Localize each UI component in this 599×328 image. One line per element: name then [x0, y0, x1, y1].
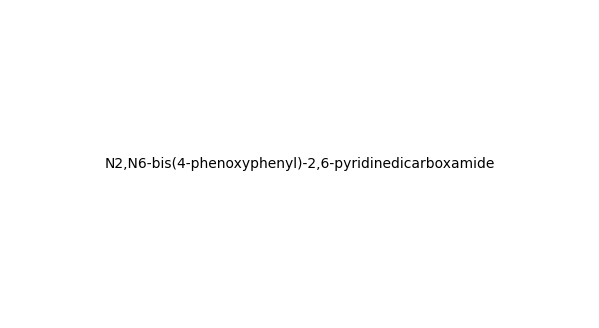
Text: N2,N6-bis(4-phenoxyphenyl)-2,6-pyridinedicarboxamide: N2,N6-bis(4-phenoxyphenyl)-2,6-pyridined…	[104, 157, 495, 171]
